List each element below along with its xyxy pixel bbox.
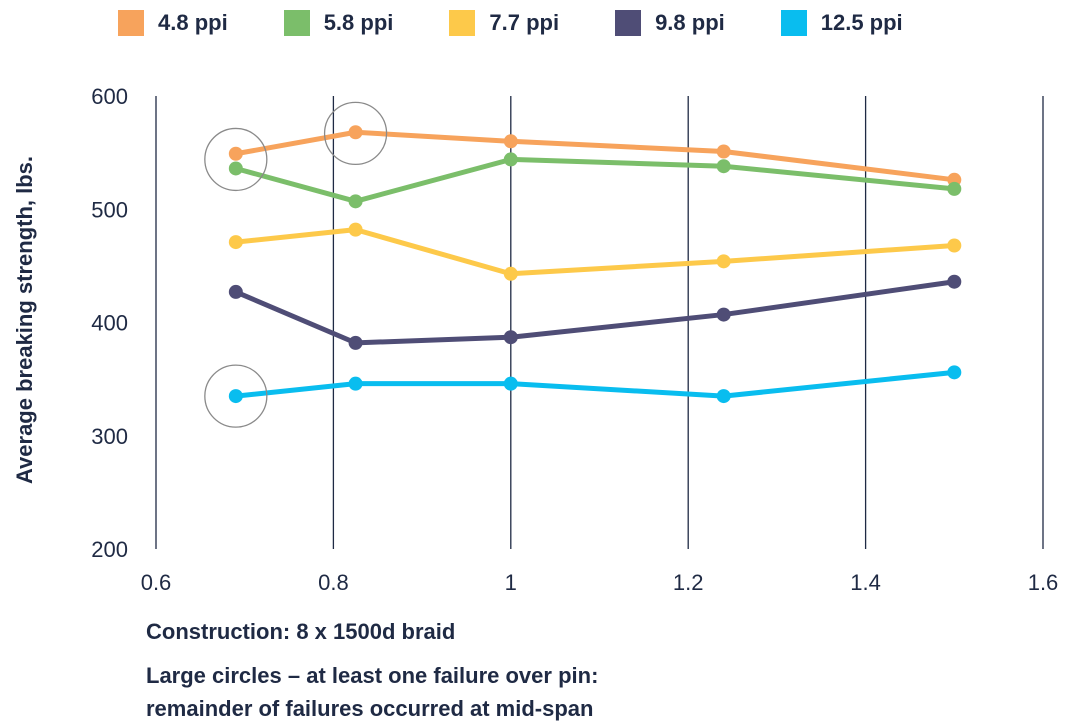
data-point [503, 330, 518, 345]
data-point [228, 284, 243, 299]
legend-swatch [615, 10, 642, 36]
data-point [228, 389, 243, 404]
y-tick-label: 500 [91, 197, 128, 222]
series-line [233, 279, 957, 346]
x-tick-label: 1.6 [1028, 570, 1059, 595]
circles-note-line1: Large circles – at least one failure ove… [146, 663, 599, 688]
circles-note-line2: remainder of failures occurred at mid-sp… [146, 696, 594, 721]
legend-item: 7.7 ppi [449, 10, 559, 36]
data-point [716, 144, 731, 159]
legend-item: 9.8 ppi [615, 10, 725, 36]
data-point [348, 194, 363, 209]
construction-note: Construction: 8 x 1500d braid [146, 619, 456, 644]
failure-highlight-circle [204, 127, 268, 192]
y-tick-label: 300 [91, 424, 128, 449]
data-point [228, 161, 243, 176]
legend-label: 5.8 ppi [323, 10, 394, 35]
failure-highlight-circle [204, 364, 268, 428]
legend: 4.8 ppi 5.8 ppi 7.7 ppi 9.8 ppi 12.5 ppi [118, 10, 903, 36]
x-tick-label: 0.6 [141, 570, 172, 595]
data-point [947, 181, 962, 196]
legend-swatch [118, 10, 144, 36]
data-point [716, 307, 731, 322]
data-point [228, 146, 243, 161]
data-point [503, 134, 518, 149]
legend-label: 4.8 ppi [158, 10, 228, 35]
data-point [503, 152, 518, 167]
series-line [233, 369, 957, 399]
y-tick-label: 200 [91, 537, 128, 562]
series-line [233, 129, 957, 183]
failure-highlight-circle [323, 101, 388, 166]
y-tick-label: 600 [91, 84, 128, 109]
data-point [947, 274, 962, 289]
x-tick-label: 1 [505, 570, 517, 595]
data-point [348, 335, 363, 350]
data-point [716, 389, 731, 404]
data-point [228, 235, 243, 250]
legend-label: 7.7 ppi [489, 10, 560, 35]
data-point [348, 222, 363, 237]
y-tick-label: 400 [91, 311, 128, 336]
data-point [716, 159, 731, 174]
legend-item: 4.8 ppi [118, 10, 228, 36]
data-point [348, 125, 363, 140]
legend-swatch [283, 10, 310, 36]
legend-item: 12.5 ppi [780, 10, 903, 36]
data-point [716, 254, 731, 269]
data-point [947, 238, 962, 253]
legend-item: 5.8 ppi [283, 10, 394, 36]
x-tick-label: 0.8 [318, 570, 349, 595]
data-point [503, 376, 518, 391]
data-point [348, 376, 363, 391]
legend-label: 12.5 ppi [820, 10, 903, 35]
legend-label: 9.8 ppi [655, 10, 725, 35]
legend-swatch [780, 10, 807, 36]
data-point [947, 365, 962, 380]
data-point [503, 266, 518, 281]
series-line [233, 227, 957, 277]
x-tick-label: 1.2 [673, 570, 704, 595]
legend-swatch [449, 10, 476, 36]
x-tick-label: 1.4 [850, 570, 881, 595]
